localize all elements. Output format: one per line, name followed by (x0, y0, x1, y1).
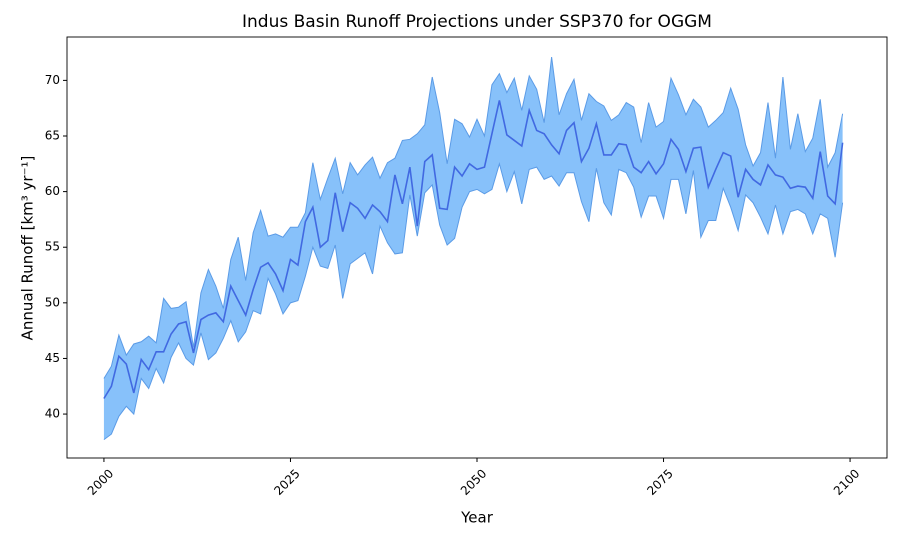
chart-title: Indus Basin Runoff Projections under SSP… (242, 12, 712, 32)
y-tick-label: 50 (45, 295, 60, 309)
y-tick-label: 70 (45, 73, 60, 87)
y-tick-label: 45 (45, 351, 60, 365)
plot-frame (66, 36, 888, 459)
mean-line (103, 100, 844, 399)
y-tick-label: 55 (45, 240, 60, 254)
y-tick-label: 65 (45, 128, 60, 142)
x-tick-label: 2050 (458, 466, 489, 497)
x-axis-label: Year (460, 509, 494, 527)
y-tick-label: 60 (45, 184, 60, 198)
x-tick-label: 2000 (85, 466, 116, 497)
x-tick-label: 2100 (831, 466, 862, 497)
band-lower-edge (103, 161, 844, 441)
x-tick-label: 2075 (644, 466, 675, 497)
y-tick-label: 40 (45, 407, 60, 421)
y-axis-label: Annual Runoff [km³ yr⁻¹] (19, 156, 37, 341)
band-area (103, 57, 843, 440)
band-upper-edge (103, 56, 844, 379)
x-tick-label: 2025 (271, 466, 302, 497)
